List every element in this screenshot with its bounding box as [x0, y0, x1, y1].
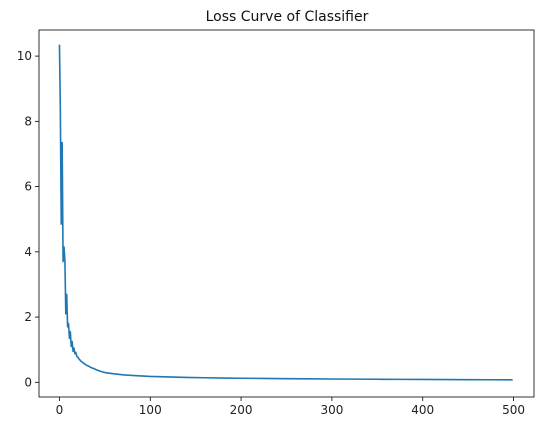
series-layer	[58, 44, 513, 381]
y-tick-label: 8	[24, 114, 32, 128]
chart-title: Loss Curve of Classifier	[206, 9, 369, 25]
y-axis-ticks: 0 2 4 6 8 10	[17, 49, 39, 389]
y-tick-label: 6	[24, 180, 32, 194]
y-tick-label: 10	[17, 49, 32, 63]
loss-series-line	[58, 44, 513, 381]
x-tick-label: 100	[139, 403, 162, 417]
x-tick-label: 0	[56, 403, 64, 417]
y-tick-label: 0	[24, 375, 32, 389]
x-tick-label: 300	[320, 403, 343, 417]
y-tick-label: 2	[24, 310, 32, 324]
x-axis-ticks: 0 100 200 300 400 500	[56, 397, 525, 417]
plot-area-frame	[38, 29, 535, 398]
y-tick-label: 4	[24, 245, 32, 259]
x-tick-label: 500	[502, 403, 525, 417]
x-tick-label: 400	[411, 403, 434, 417]
x-tick-label: 200	[230, 403, 253, 417]
